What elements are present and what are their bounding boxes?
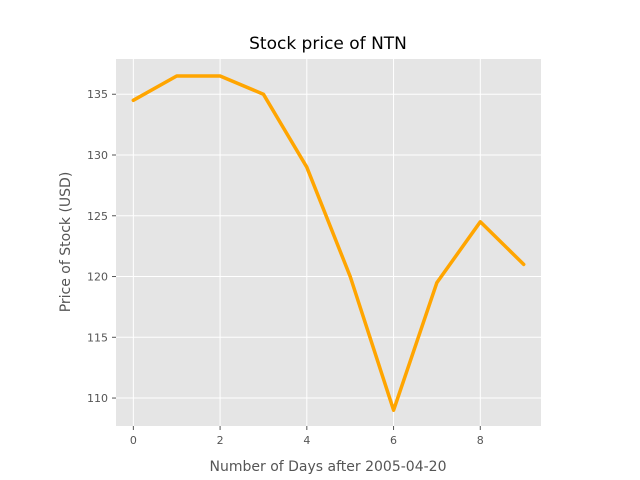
- y-tick-label: 110: [87, 392, 108, 405]
- y-tick-label: 130: [87, 149, 108, 162]
- y-axis-label: Price of Stock (USD): [58, 172, 74, 313]
- y-axis: 110 115 120 125 130 135: [87, 88, 116, 405]
- x-tick-label: 2: [217, 434, 224, 447]
- y-tick-label: 135: [87, 88, 108, 101]
- x-tick-label: 6: [390, 434, 397, 447]
- x-axis-label: Number of Days after 2005-04-20: [210, 459, 447, 475]
- x-tick-label: 8: [477, 434, 484, 447]
- y-tick-label: 120: [87, 271, 108, 284]
- chart-title: Stock price of NTN: [249, 34, 407, 54]
- x-tick-label: 4: [303, 434, 310, 447]
- y-tick-label: 125: [87, 210, 108, 223]
- x-tick-label: 0: [130, 434, 137, 447]
- plot-area: [116, 59, 541, 426]
- x-axis: 0 2 4 6 8: [130, 426, 484, 447]
- y-tick-label: 115: [87, 331, 108, 344]
